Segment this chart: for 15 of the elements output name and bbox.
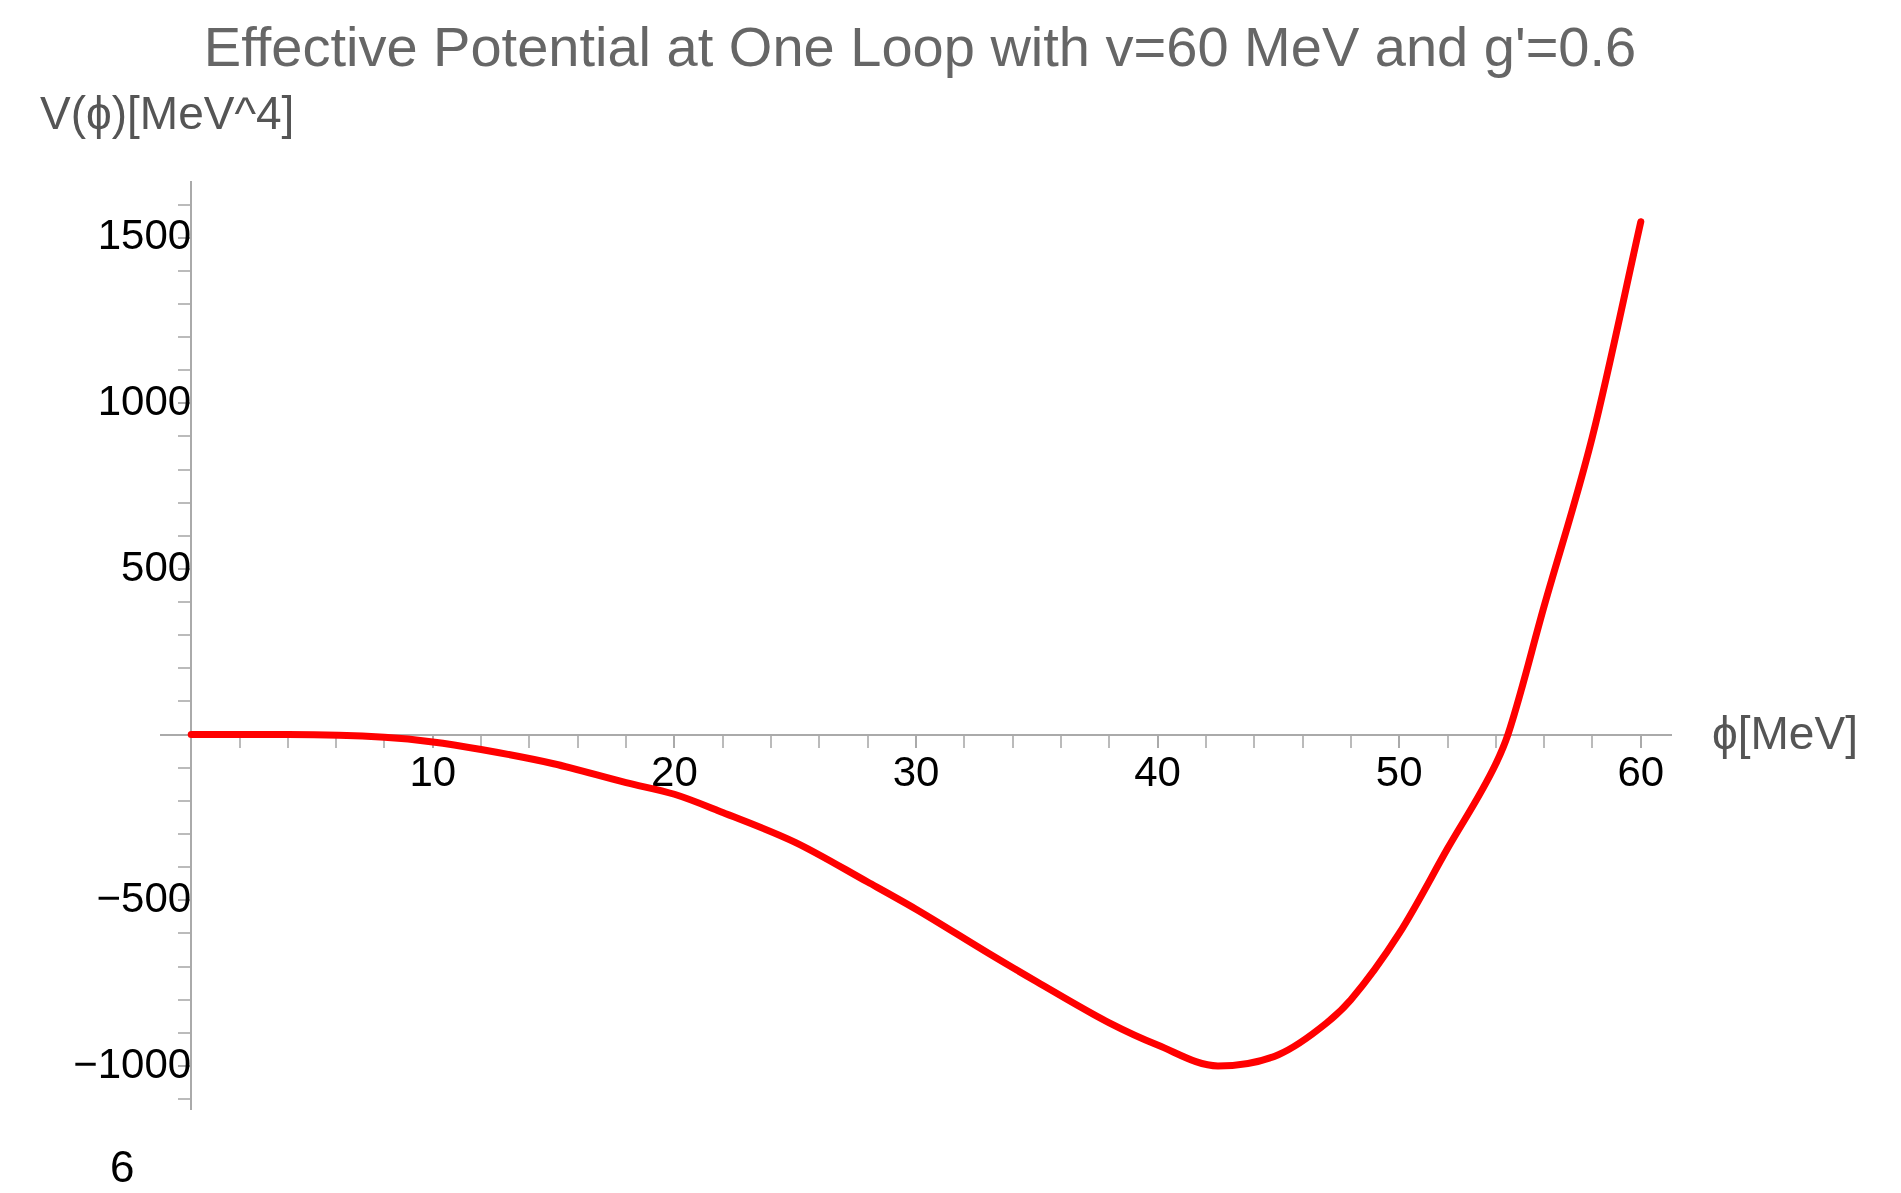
x-axis-title: ϕ[MeV] bbox=[1712, 706, 1858, 760]
x-tick-label: 30 bbox=[892, 748, 940, 796]
chart-title: Effective Potential at One Loop with v=60 MeV and g'=0.6 bbox=[202, 14, 1638, 79]
y-tick-label: −500 bbox=[96, 873, 192, 921]
x-tick-label: 20 bbox=[651, 748, 698, 796]
y-tick-label: 1500 bbox=[97, 211, 192, 259]
text: 6 bbox=[110, 1142, 135, 1192]
x-tick-label: 10 bbox=[409, 748, 457, 796]
y-tick-label: 500 bbox=[121, 542, 192, 590]
y-axis-title: V(ϕ)[MeV^4] bbox=[40, 86, 295, 140]
x-tick-label: 40 bbox=[1134, 748, 1181, 796]
x-tick-label: 50 bbox=[1375, 748, 1423, 796]
y-tick-label: −1000 bbox=[73, 1039, 192, 1087]
y-tick-label: 1000 bbox=[97, 376, 192, 424]
x-tick-label: 60 bbox=[1617, 748, 1665, 796]
